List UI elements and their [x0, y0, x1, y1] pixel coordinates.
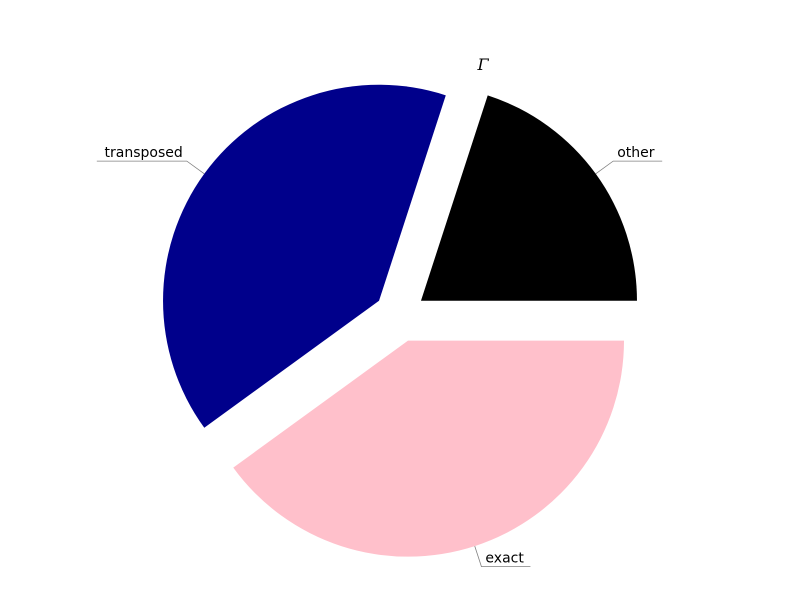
- pie-labels: other transposed exact: [96, 145, 663, 568]
- pie-slices: [163, 84, 637, 557]
- pie-leader-other: [595, 160, 663, 175]
- pie-label-exact: exact: [485, 551, 524, 567]
- pie-slice-exact: [233, 340, 625, 557]
- pie-label-other: other: [617, 145, 655, 161]
- pie-label-transposed: transposed: [105, 145, 183, 161]
- pie-slice-transposed: [163, 84, 446, 428]
- pie-leader-transposed: [96, 160, 205, 175]
- pie-slice-other: [420, 95, 637, 301]
- pie-leader-exact: [474, 545, 531, 568]
- chart-title: Γ: [476, 55, 489, 74]
